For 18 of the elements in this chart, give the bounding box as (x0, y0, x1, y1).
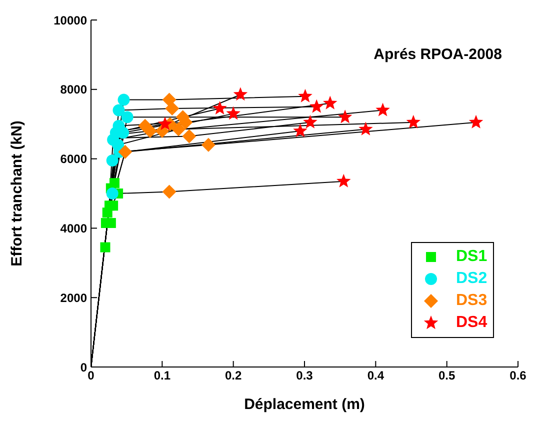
x-tick-label: 0.1 (154, 368, 171, 383)
x-tick-label: 0.6 (510, 368, 527, 383)
legend-label: DS3 (456, 292, 488, 310)
x-tick-label: 0.4 (367, 368, 384, 383)
legend-label: DS1 (456, 248, 488, 266)
y-tick-label: 6000 (60, 152, 88, 166)
x-tick-label: 0.2 (224, 368, 242, 383)
y-tick-label: 2000 (60, 290, 88, 305)
x-axis-title: Déplacement (m) (244, 396, 365, 413)
x-tick-label: 0.5 (438, 368, 456, 383)
y-tick-label: 10000 (54, 13, 88, 28)
legend-label: DS4 (456, 314, 488, 332)
x-tick-label: 0.3 (296, 368, 314, 383)
legend-label: DS2 (456, 270, 488, 288)
y-tick-label: 4000 (60, 221, 88, 236)
y-tick-label: 8000 (60, 82, 88, 97)
text: Aprés RPOA-2008 (374, 46, 502, 63)
y-axis-title: Effort tranchant (kN) (8, 120, 26, 266)
